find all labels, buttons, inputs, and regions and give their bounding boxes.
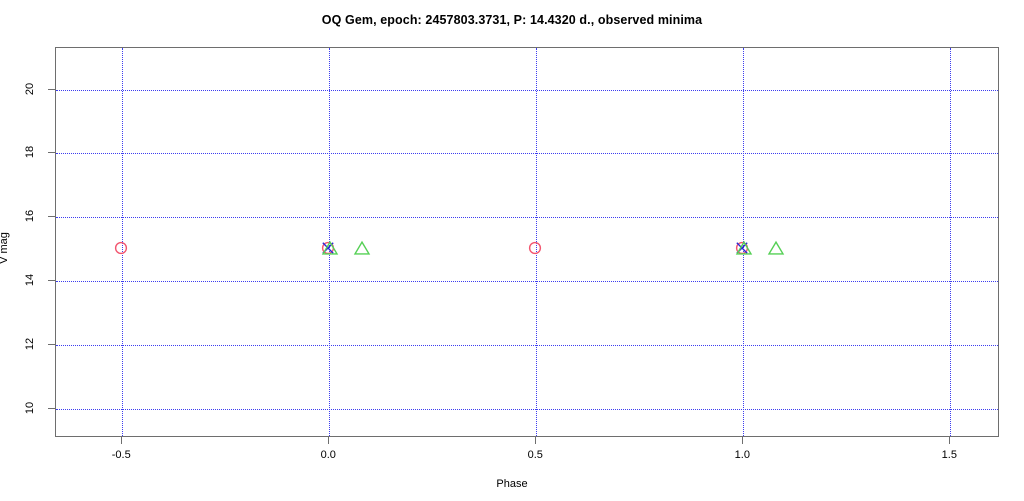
y-tick-3 — [48, 216, 55, 218]
y-tick-1 — [48, 344, 55, 346]
x-tick-1 — [328, 437, 330, 444]
y-tick-0 — [48, 408, 55, 410]
y-tick-label-5: 20 — [24, 82, 37, 95]
x-tick-2 — [535, 437, 537, 444]
gridline-horizontal-2 — [56, 281, 998, 283]
gridline-horizontal-4 — [56, 153, 998, 155]
x-tick-label-1: 0.0 — [320, 449, 336, 461]
gridline-vertical-4 — [950, 48, 952, 436]
gridline-vertical-0 — [122, 48, 124, 436]
plot-area — [56, 48, 998, 436]
gridline-vertical-1 — [329, 48, 331, 436]
x-tick-0 — [121, 437, 123, 444]
y-axis-title: V mag — [0, 232, 10, 264]
y-tick-label-3: 16 — [24, 210, 37, 223]
y-tick-label-1: 12 — [24, 338, 37, 351]
y-tick-label-0: 10 — [24, 402, 37, 415]
y-tick-4 — [48, 152, 55, 154]
y-tick-5 — [48, 88, 55, 90]
y-tick-label-2: 14 — [24, 274, 37, 287]
y-tick-2 — [48, 280, 55, 282]
y-tick-label-4: 18 — [24, 146, 37, 159]
x-tick-label-4: 1.5 — [941, 449, 957, 461]
x-tick-label-3: 1.0 — [734, 449, 750, 461]
x-tick-label-2: 0.5 — [527, 449, 543, 461]
gridline-horizontal-5 — [56, 89, 998, 91]
plot-frame — [55, 47, 999, 437]
gridline-vertical-2 — [536, 48, 538, 436]
gridline-vertical-3 — [743, 48, 745, 436]
x-tick-3 — [742, 437, 744, 444]
gridline-horizontal-0 — [56, 409, 998, 411]
x-axis-title: Phase — [496, 478, 528, 490]
chart-title: OQ Gem, epoch: 2457803.3731, P: 14.4320 … — [321, 13, 703, 27]
gridline-horizontal-3 — [56, 217, 998, 219]
x-tick-4 — [949, 437, 951, 444]
x-tick-label-0: -0.5 — [111, 449, 131, 461]
gridline-horizontal-1 — [56, 345, 998, 347]
